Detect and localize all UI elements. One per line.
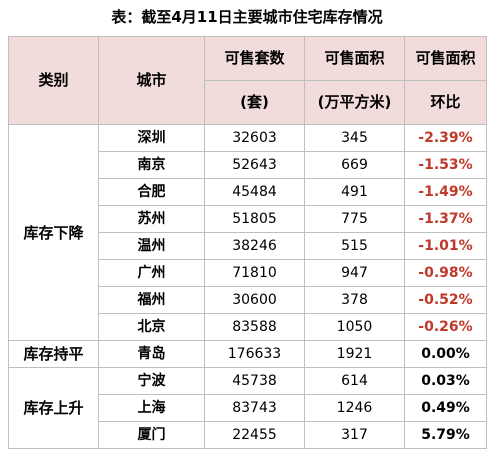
table-row: 广州 71810 947 -0.98% (9, 259, 487, 287)
city-cell: 深圳 (98, 124, 205, 152)
mom-cell: -1.53% (404, 151, 487, 179)
table-row: 厦门 22455 317 5.79% (9, 421, 487, 449)
mom-cell: -1.01% (404, 232, 487, 260)
mom-cell: -0.26% (404, 313, 487, 341)
mom-cell: 0.03% (404, 367, 487, 395)
mom-cell: -0.98% (404, 259, 487, 287)
table-row: 福州 30600 378 -0.52% (9, 286, 487, 314)
units-cell: 32603 (204, 124, 305, 152)
header-area-line2: (万平方米) (304, 80, 405, 125)
table-body: 库存下降 深圳 32603 345 -2.39% 南京 52643 669 -1.53% 合肥 45… (8, 124, 487, 449)
table-row: 库存下降 深圳 32603 345 -2.39% (8, 124, 487, 341)
mom-cell: -2.39% (404, 124, 487, 152)
header-mom-line2: 环比 (404, 80, 487, 125)
area-cell: 515 (304, 232, 405, 260)
units-cell: 30600 (204, 286, 305, 314)
area-cell: 775 (304, 205, 405, 233)
mom-cell: 0.00% (404, 340, 487, 368)
header-units-line1: 可售套数 (204, 36, 305, 81)
units-cell: 38246 (204, 232, 305, 260)
header-area-line1: 可售面积 (304, 36, 405, 81)
city-cell: 合肥 (98, 178, 205, 206)
city-cell: 北京 (98, 313, 205, 341)
table-row: 上海 83743 1246 0.49% (9, 394, 487, 422)
area-cell: 947 (304, 259, 405, 287)
table-row: 库存持平 青岛 176633 1921 0.00% (8, 340, 487, 368)
table-row: 温州 38246 515 -1.01% (9, 232, 487, 260)
category-cell: 库存下降 (8, 124, 99, 341)
city-cell: 宁波 (98, 367, 205, 395)
units-cell: 71810 (204, 259, 305, 287)
category-cell: 库存持平 (8, 340, 99, 368)
table-title: 表：截至4月11日主要城市住宅库存情况 (111, 8, 383, 26)
units-cell: 52643 (204, 151, 305, 179)
header-city: 城市 (98, 36, 205, 125)
table-row: 北京 83588 1050 -0.26% (9, 313, 487, 341)
area-cell: 491 (304, 178, 405, 206)
header-units-line2: (套) (204, 80, 305, 125)
city-cell: 南京 (98, 151, 205, 179)
area-cell: 669 (304, 151, 405, 179)
mom-cell: 0.49% (404, 394, 487, 422)
area-cell: 1246 (304, 394, 405, 422)
mom-cell: 5.79% (404, 421, 487, 449)
units-cell: 45738 (204, 367, 305, 395)
table-row: 合肥 45484 491 -1.49% (9, 178, 487, 206)
city-cell: 厦门 (98, 421, 205, 449)
area-cell: 345 (304, 124, 405, 152)
area-cell: 378 (304, 286, 405, 314)
mom-cell: -1.49% (404, 178, 487, 206)
units-cell: 176633 (204, 340, 305, 368)
category-cell: 库存上升 (8, 367, 99, 449)
units-cell: 83588 (204, 313, 305, 341)
area-cell: 317 (304, 421, 405, 449)
units-cell: 22455 (204, 421, 305, 449)
city-cell: 福州 (98, 286, 205, 314)
mom-cell: -0.52% (404, 286, 487, 314)
area-cell: 1050 (304, 313, 405, 341)
city-cell: 温州 (98, 232, 205, 260)
mom-cell: -1.37% (404, 205, 487, 233)
header-mom-line1: 可售面积 (404, 36, 487, 81)
table-row: 苏州 51805 775 -1.37% (9, 205, 487, 233)
area-cell: 1921 (304, 340, 405, 368)
city-cell: 广州 (98, 259, 205, 287)
units-cell: 51805 (204, 205, 305, 233)
city-cell: 上海 (98, 394, 205, 422)
city-cell: 苏州 (98, 205, 205, 233)
inventory-table: 类别 城市 可售套数 可售面积 可售面积 (套) (万平方米) 环比 库存下降深… (8, 36, 487, 449)
city-cell: 青岛 (98, 340, 205, 368)
area-cell: 614 (304, 367, 405, 395)
table-row: 南京 52643 669 -1.53% (9, 151, 487, 179)
header-category: 类别 (8, 36, 99, 125)
table-row: 库存上升 宁波 45738 614 0.03% (8, 367, 487, 449)
units-cell: 83743 (204, 394, 305, 422)
units-cell: 45484 (204, 178, 305, 206)
